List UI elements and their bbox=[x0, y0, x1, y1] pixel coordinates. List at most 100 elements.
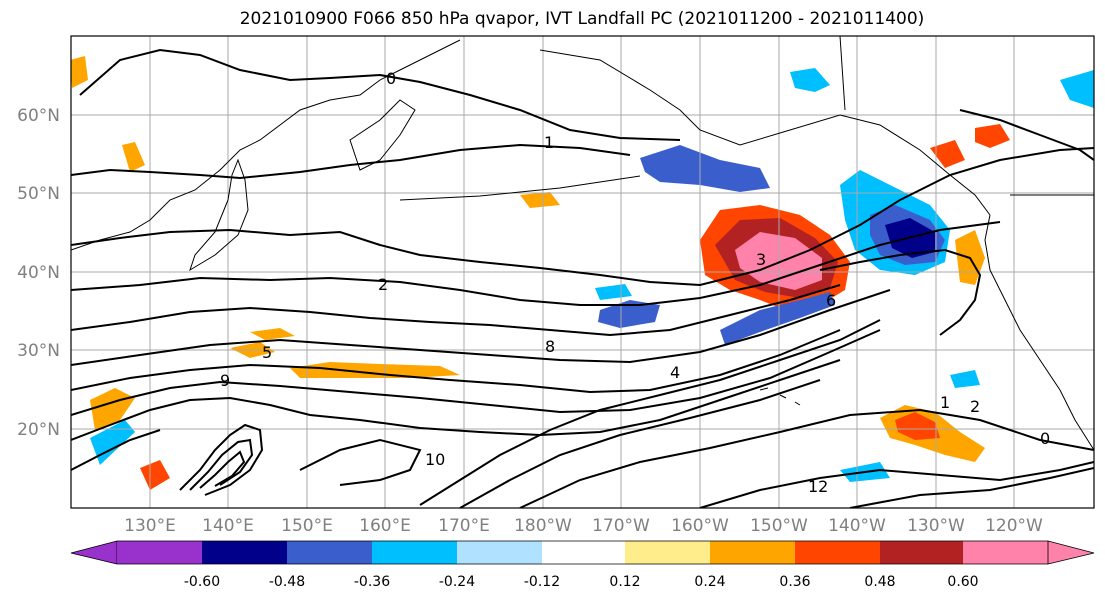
ivt-contour bbox=[71, 329, 881, 416]
contour-label: 2 bbox=[970, 397, 980, 416]
ivt-contours bbox=[71, 48, 1094, 508]
contour-label: 2 bbox=[378, 275, 388, 294]
lat-tick-label: 60°N bbox=[17, 106, 60, 126]
negative-anomaly-region bbox=[790, 68, 830, 92]
contour-label: 1 bbox=[544, 133, 554, 152]
coastline-asia bbox=[71, 39, 461, 251]
contour-label: 5 bbox=[262, 343, 272, 362]
positive-anomaly-region bbox=[930, 140, 965, 168]
ivt-contour bbox=[199, 450, 246, 489]
contour-label: 3 bbox=[756, 250, 766, 269]
colorbar-segment bbox=[625, 541, 710, 564]
colorbar-segment bbox=[710, 541, 795, 564]
colorbar-segment bbox=[542, 541, 625, 564]
negative-anomaly-region bbox=[950, 370, 980, 388]
positive-anomaly-region bbox=[122, 142, 145, 172]
colorbar-segment bbox=[117, 541, 202, 564]
contour-label: 1 bbox=[940, 393, 950, 412]
positive-anomaly-region bbox=[140, 460, 170, 490]
positive-anomaly-region bbox=[250, 328, 295, 340]
positive-anomaly-region bbox=[895, 412, 940, 440]
colorbar: -0.60 -0.48 -0.36 -0.24 -0.12 0.12 0.24 … bbox=[70, 540, 1095, 590]
negative-anomaly-region bbox=[720, 292, 835, 345]
negative-anomaly-region bbox=[595, 284, 632, 300]
coastline-north-america bbox=[984, 214, 1094, 451]
negative-anomaly-region bbox=[598, 300, 660, 328]
ivt-contour bbox=[419, 319, 881, 506]
plot-frame bbox=[70, 35, 1095, 509]
colorbar-tick-label: -0.24 bbox=[439, 574, 475, 590]
lon-tick-label: 150°W bbox=[750, 516, 808, 536]
colorbar-tick-label: 0.36 bbox=[779, 574, 810, 590]
ivt-contour bbox=[71, 359, 841, 441]
colorbar-tick-label: -0.60 bbox=[184, 574, 220, 590]
contour-labels: 0 1 2 3 5 8 9 10 12 6 4 0 2 1 bbox=[220, 69, 1050, 496]
ivt-contour bbox=[71, 284, 841, 337]
ivt-contour bbox=[71, 329, 841, 394]
lon-tick-label: 160°E bbox=[359, 516, 411, 536]
contour-label: 8 bbox=[545, 337, 555, 356]
coastline-hawaii bbox=[759, 387, 801, 406]
latitude-labels: 20°N 30°N 40°N 50°N 60°N bbox=[17, 106, 60, 440]
coastline-japan bbox=[189, 158, 249, 272]
lon-tick-label: 130°E bbox=[124, 516, 176, 536]
colorbar-segment bbox=[880, 541, 963, 564]
positive-anomaly-region bbox=[520, 192, 560, 208]
colorbar-tick-label: -0.48 bbox=[269, 574, 305, 590]
lon-tick-label: 170°E bbox=[438, 516, 490, 536]
contour-label: 12 bbox=[808, 477, 828, 496]
colorbar-tick-label: 0.48 bbox=[864, 574, 895, 590]
lon-tick-label: 150°E bbox=[281, 516, 333, 536]
colorbar-tick-label: -0.12 bbox=[524, 574, 560, 590]
gridlines bbox=[71, 36, 1094, 508]
ivt-contour bbox=[179, 423, 264, 496]
negative-anomaly-region bbox=[640, 145, 770, 192]
longitude-labels: 130°E 140°E 150°E 160°E 170°E 180°W 170°… bbox=[124, 516, 1043, 536]
ivt-contour bbox=[71, 221, 1001, 306]
positive-anomaly-region bbox=[71, 56, 88, 88]
colorbar-tick-label: 0.12 bbox=[609, 574, 640, 590]
ivt-contour bbox=[519, 408, 1094, 508]
ivt-contour bbox=[71, 147, 1094, 287]
aleutian-islands bbox=[399, 175, 641, 201]
ivt-contour bbox=[849, 467, 1094, 508]
ivt-contour bbox=[819, 248, 982, 336]
ivt-contour bbox=[79, 48, 681, 141]
lon-tick-label: 140°W bbox=[828, 516, 886, 536]
contour-label: 0 bbox=[386, 69, 396, 88]
lat-tick-label: 20°N bbox=[17, 420, 60, 440]
boundary-alaska bbox=[839, 36, 846, 111]
lat-tick-label: 30°N bbox=[17, 341, 60, 361]
ivt-contour bbox=[189, 438, 254, 491]
ivt-contour bbox=[299, 438, 422, 486]
contour-label: 9 bbox=[220, 371, 230, 390]
colorbar-segment bbox=[795, 541, 880, 564]
lon-tick-label: 130°W bbox=[907, 516, 965, 536]
lon-tick-label: 140°E bbox=[202, 516, 254, 536]
ivt-contour bbox=[71, 429, 161, 471]
colorbar-segment bbox=[963, 541, 1048, 564]
ivt-contour bbox=[459, 379, 821, 508]
lon-tick-label: 170°W bbox=[592, 516, 650, 536]
lon-tick-label: 160°W bbox=[671, 516, 729, 536]
colorbar-tick-label: 0.60 bbox=[947, 574, 978, 590]
ivt-contour bbox=[71, 289, 891, 366]
colorbar-segment bbox=[202, 541, 287, 564]
positive-anomaly-region bbox=[290, 362, 460, 378]
coastlines bbox=[71, 36, 1094, 451]
figure-title: 2021010900 F066 850 hPa qvapor, IVT Land… bbox=[239, 9, 925, 29]
colorbar-segment bbox=[287, 541, 372, 564]
colorbar-tick-label: 0.24 bbox=[694, 574, 725, 590]
colorbar-extend-high bbox=[1047, 540, 1095, 565]
coastline-kamchatka bbox=[349, 99, 416, 171]
colorbar-segment bbox=[372, 541, 457, 564]
contour-label: 10 bbox=[425, 450, 445, 469]
ivt-contour bbox=[71, 143, 631, 180]
lon-tick-label: 120°W bbox=[985, 516, 1043, 536]
contour-label: 6 bbox=[826, 291, 836, 310]
lat-tick-label: 50°N bbox=[17, 184, 60, 204]
colorbar-segment bbox=[457, 541, 542, 564]
lon-tick-label: 180°W bbox=[514, 516, 572, 536]
colorbar-extend-low bbox=[70, 540, 118, 565]
